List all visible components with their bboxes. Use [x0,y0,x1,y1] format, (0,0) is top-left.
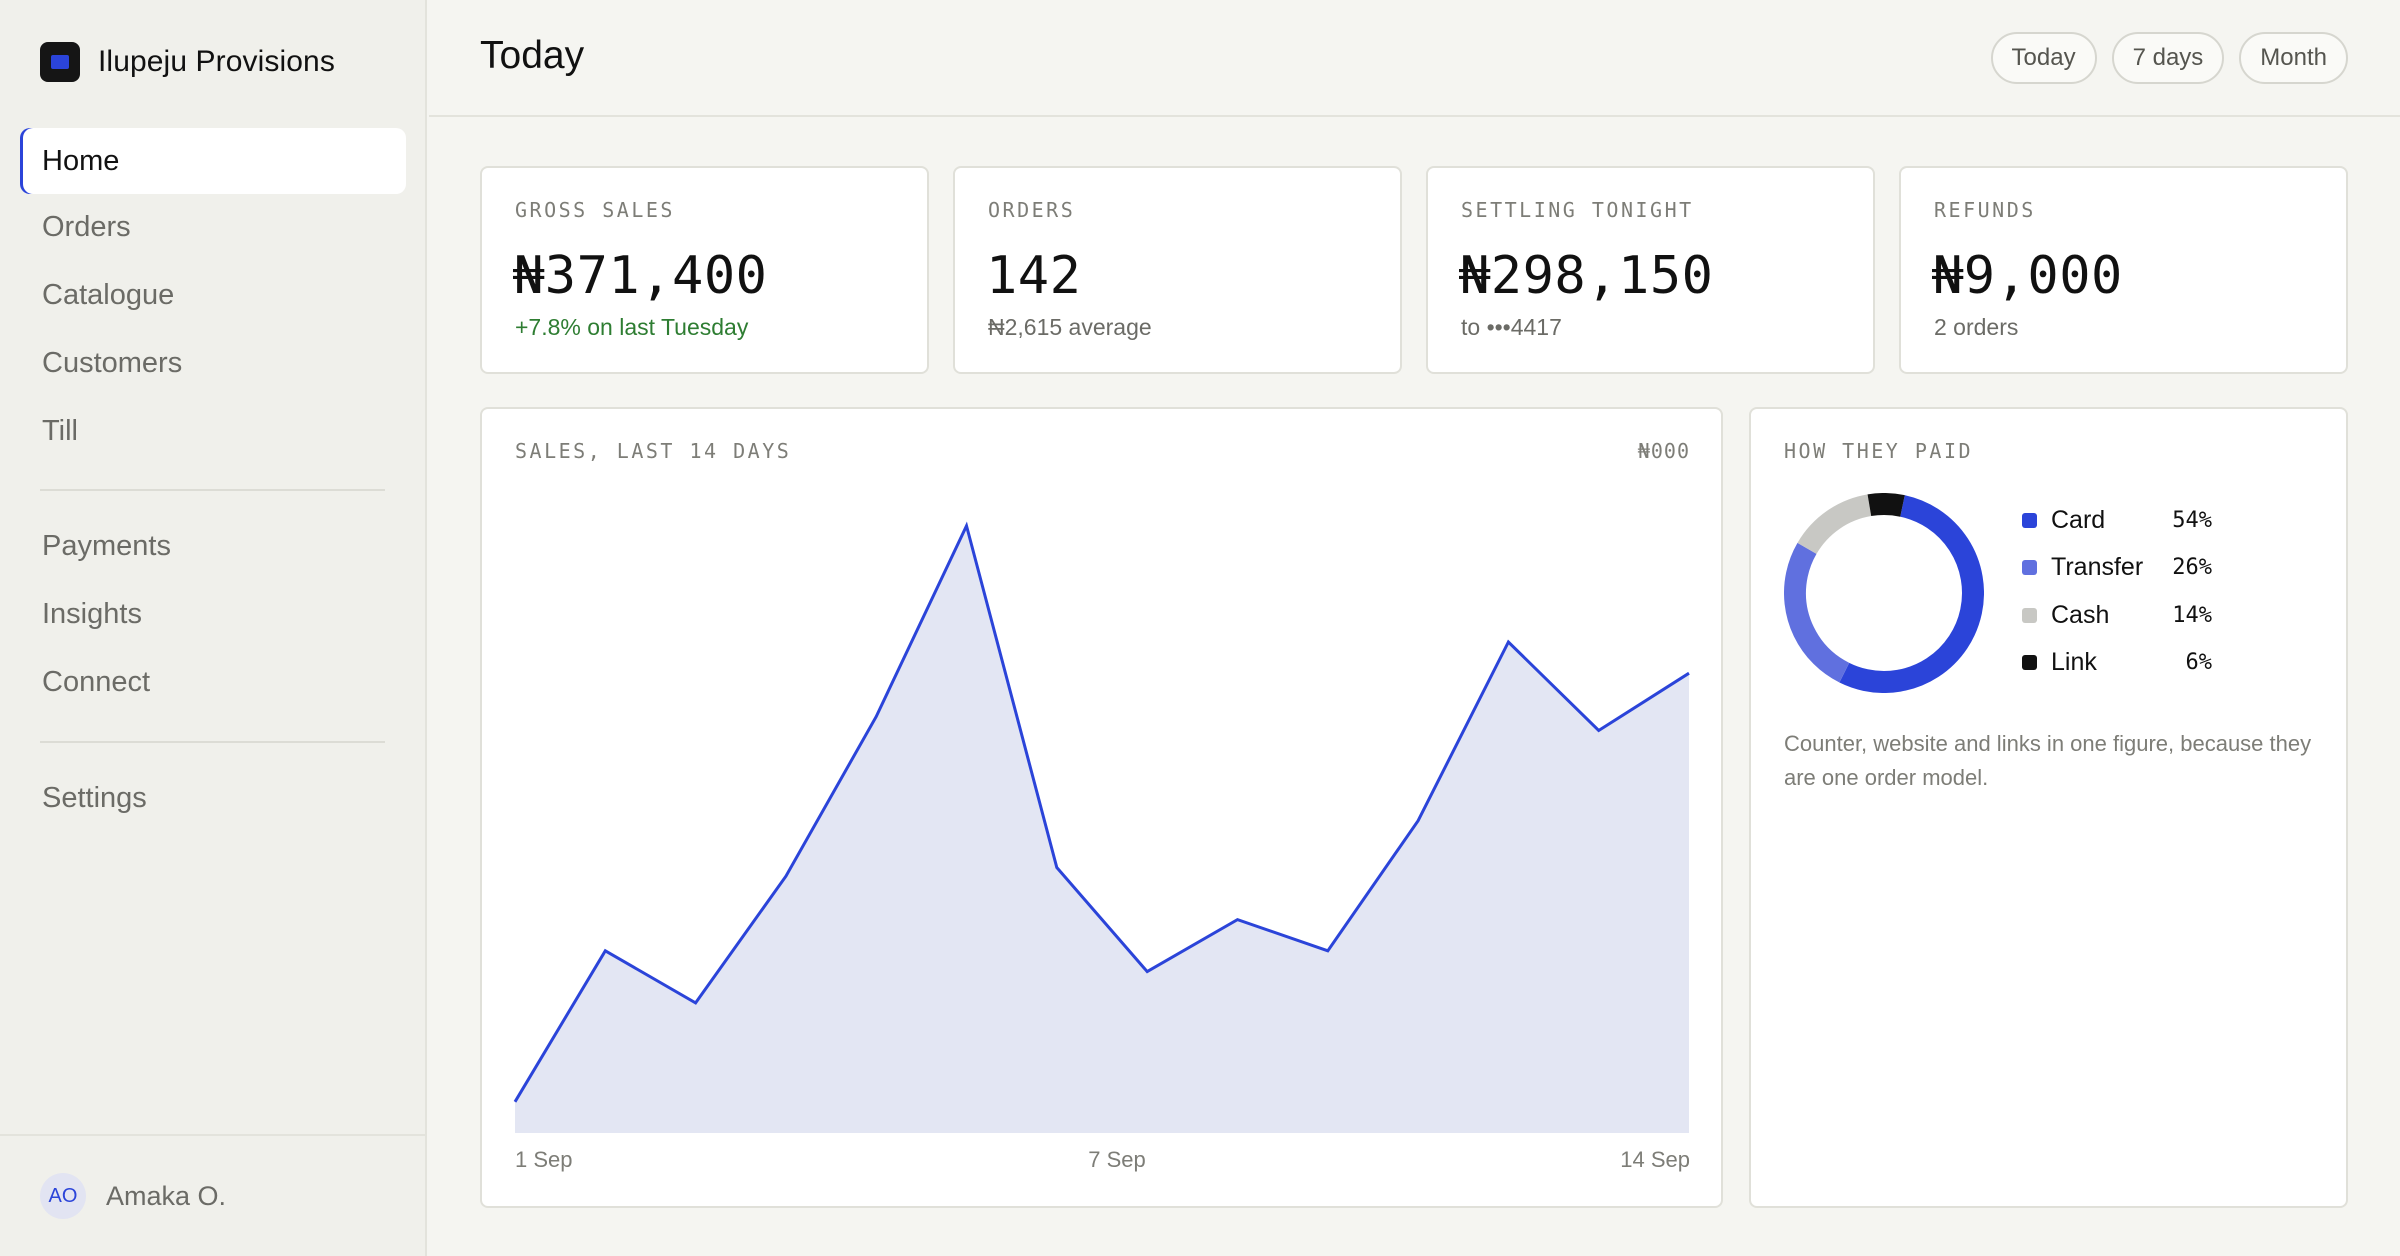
sales-area-fill [515,525,1689,1133]
kpi-value: ₦298,150 [1459,246,1714,306]
sales-chart [513,521,1690,1133]
sidebar-item-catalogue[interactable]: Catalogue [42,278,175,311]
card-swatch-icon [2022,512,2037,528]
legend-percent: 14% [2172,602,2212,628]
legend-percent: 26% [2172,554,2212,580]
sidebar-item-settings[interactable]: Settings [42,781,147,814]
kpi-card-settling-tonight: SETTLING TONIGHT ₦298,150 to •••4417 [1426,166,1875,374]
legend-name: Transfer [2051,552,2144,581]
kpi-label: SETTLING TONIGHT [1461,198,1694,222]
legend-name: Card [2051,505,2106,534]
avatar: AO [40,1173,86,1219]
chart-title: SALES, LAST 14 DAYS [515,439,792,463]
legend-item-card: Card 54% [2022,505,2212,535]
page-header: Today Today 7 days Month [429,0,2400,117]
sidebar-item-customers[interactable]: Customers [42,346,183,379]
page-title: Today [480,34,585,77]
cash-swatch-icon [2022,607,2037,623]
kpi-label: REFUNDS [1934,198,2036,222]
x-tick-label: 1 Sep [515,1147,573,1172]
sidebar-item-insights[interactable]: Insights [42,597,142,630]
legend-percent: 6% [2185,649,2213,675]
link-swatch-icon [2022,654,2037,670]
kpi-value: 142 [986,246,1082,306]
date-range-selector: Today 7 days Month [1990,32,2348,84]
payment-donut-chart [1784,493,1984,693]
x-tick-label: 14 Sep [1620,1147,1690,1172]
range-7-days-button[interactable]: 7 days [2111,32,2225,84]
range-today-button[interactable]: Today [1990,32,2097,84]
sidebar-item-home[interactable]: Home [20,128,406,194]
kpi-card-gross-sales: GROSS SALES ₦371,400 +7.8% on last Tuesd… [480,166,929,374]
kpi-value: ₦9,000 [1932,246,2123,306]
kpi-subtext: to •••4417 [1461,314,1562,340]
sidebar: Ilupeju Provisions Home Orders Catalogue… [0,0,427,1256]
kpi-label: ORDERS [988,198,1076,222]
payments-note: Counter, website and links in one figure… [1784,731,2312,790]
brand[interactable]: Ilupeju Provisions [40,42,335,82]
kpi-subtext: ₦2,615 average [988,314,1152,340]
sales-chart-card: SALES, LAST 14 DAYS ₦000 1 Sep 7 Sep 14 … [480,407,1723,1208]
kpi-card-refunds: REFUNDS ₦9,000 2 orders [1899,166,2348,374]
sidebar-item-connect[interactable]: Connect [42,665,151,698]
kpi-card-orders: ORDERS 142 ₦2,615 average [953,166,1402,374]
donut-slice-card [1784,493,1984,693]
transfer-swatch-icon [2022,559,2037,575]
payments-title: HOW THEY PAID [1784,439,1974,463]
x-tick-label: 7 Sep [1088,1147,1146,1172]
nav-divider [40,741,385,743]
legend-item-transfer: Transfer 26% [2022,552,2212,582]
legend-percent: 54% [2172,507,2212,533]
kpi-label: GROSS SALES [515,198,675,222]
legend-name: Link [2051,647,2097,676]
user-name: Amaka O. [106,1180,227,1211]
kpi-trend: +7.8% on last Tuesday [515,314,749,340]
sales-line [513,521,1690,1103]
legend-item-cash: Cash 14% [2022,600,2212,630]
chart-unit: ₦000 [1637,439,1690,463]
kpi-value: ₦371,400 [513,246,768,306]
sidebar-item-payments[interactable]: Payments [42,529,171,562]
legend-item-link: Link 6% [2022,647,2212,677]
nav-divider [40,489,385,491]
sidebar-item-orders[interactable]: Orders [42,210,131,243]
brand-logo-icon [40,42,80,82]
user-account[interactable]: AO Amaka O. [0,1134,427,1256]
kpi-subtext: 2 orders [1934,314,2019,340]
brand-name: Ilupeju Provisions [98,45,335,78]
legend-name: Cash [2051,600,2110,629]
range-month-button[interactable]: Month [2239,32,2348,84]
sidebar-item-till[interactable]: Till [42,414,78,447]
payments-card: HOW THEY PAID Card 54% Transfer 26% Cash… [1749,407,2348,1208]
donut-slice-transfer [1784,493,1984,693]
